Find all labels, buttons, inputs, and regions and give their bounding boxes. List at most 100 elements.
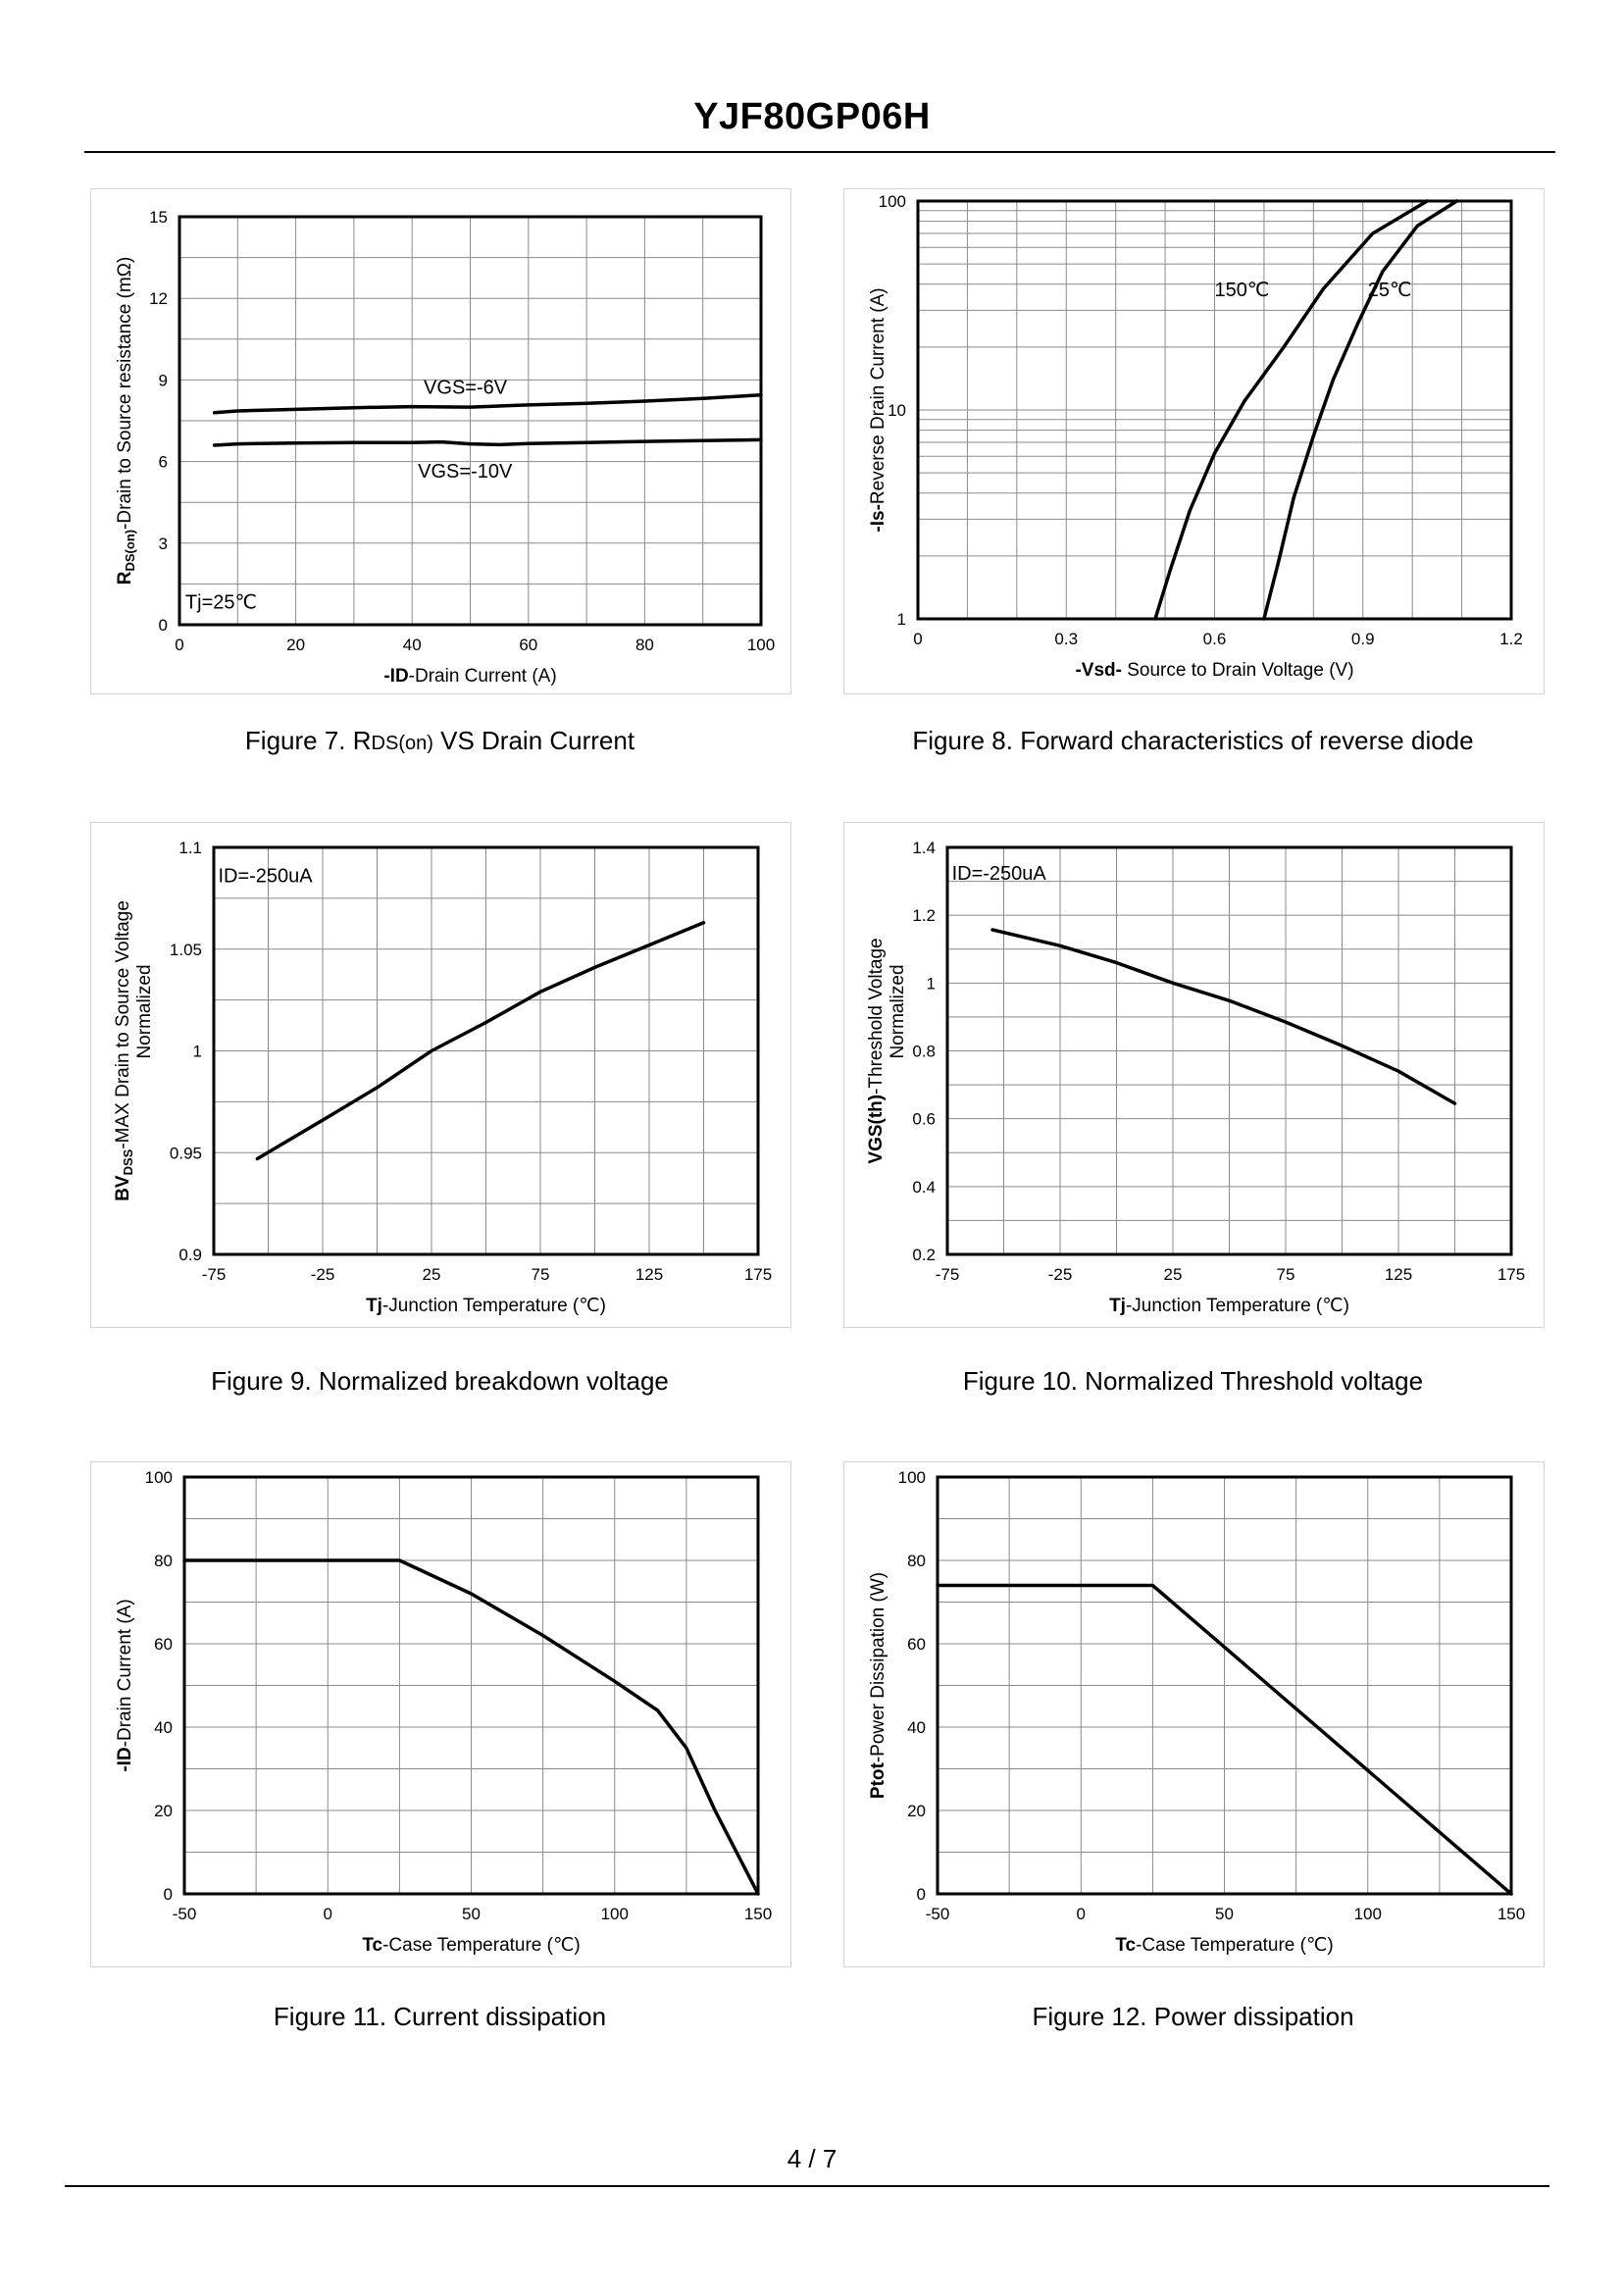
figure-9-caption: Figure 9. Normalized breakdown voltage bbox=[211, 1366, 669, 1396]
y-axis-label: Ptot-Power Dissipation (W) bbox=[868, 1572, 888, 1799]
x-tick-label: 125 bbox=[1385, 1265, 1412, 1284]
y-axis-label-sub: DS(on) bbox=[123, 530, 137, 572]
footer-rule bbox=[65, 2185, 1549, 2187]
chart-annotation: ID=-250uA bbox=[218, 865, 313, 887]
chart-annotation: VGS=-10V bbox=[418, 461, 513, 483]
x-tick-label: 60 bbox=[519, 636, 537, 654]
figure-10-panel: -75 -25 25 75 125 175 0.2 0.4 0.6 0.8 1 1.2 1.4 ID=-2… bbox=[843, 822, 1545, 1328]
y-tick-label: 0.8 bbox=[912, 1043, 936, 1061]
x-tick-label: 175 bbox=[1497, 1265, 1525, 1284]
x-tick-label: -25 bbox=[1048, 1265, 1073, 1284]
y-tick-label: 0 bbox=[164, 1885, 173, 1904]
x-tick-label: 150 bbox=[1497, 1905, 1525, 1923]
x-axis-label: -ID-Drain Current (A) bbox=[383, 666, 556, 687]
y-tick-label: 0.95 bbox=[170, 1144, 202, 1162]
y-tick-label: 60 bbox=[154, 1635, 173, 1654]
y-axis-label-bold: -ID bbox=[115, 1747, 135, 1771]
y-tick-label: 80 bbox=[154, 1552, 173, 1570]
plot-frame bbox=[178, 215, 763, 627]
x-axis-label: Tc-Case Temperature (℃) bbox=[1115, 1935, 1333, 1956]
plot-frame bbox=[945, 845, 1513, 1256]
figure-11-caption: Figure 11. Current dissipation bbox=[273, 2002, 607, 2031]
x-tick-label: 0 bbox=[324, 1905, 332, 1923]
y-axis-label-text: -Drain to Source resistance (mΩ) bbox=[115, 257, 135, 530]
y-tick-label: 100 bbox=[898, 1468, 926, 1487]
y-tick-label: 3 bbox=[159, 535, 168, 553]
series-line bbox=[1153, 199, 1430, 621]
x-tick-label: 150 bbox=[744, 1905, 772, 1923]
x-tick-label: 175 bbox=[744, 1265, 772, 1284]
x-axis-label-bold: Tc bbox=[1115, 1935, 1136, 1956]
y-axis-label-bold: Ptot bbox=[868, 1761, 888, 1799]
y-tick-label: 0.4 bbox=[912, 1178, 936, 1197]
x-tick-label: -75 bbox=[202, 1265, 227, 1284]
x-tick-label: 80 bbox=[635, 636, 654, 654]
figure-7-chart: 0 20 40 60 80 100 0 3 6 9 12 15 VGS=-6V VGS=-10V Tj=25… bbox=[115, 208, 775, 687]
x-tick-label: 0.9 bbox=[1351, 630, 1375, 648]
x-tick-label: 20 bbox=[286, 636, 305, 654]
x-axis-label-bold: -Vsd- bbox=[1075, 660, 1122, 681]
x-tick-label: -25 bbox=[311, 1265, 335, 1284]
x-tick-label: -75 bbox=[936, 1265, 960, 1284]
x-tick-label: 0 bbox=[1077, 1905, 1086, 1923]
figure-9-chart: -75 -25 25 75 125 175 0.9 0.95 1 1.05 1.1 ID=-250uA… bbox=[113, 839, 772, 1316]
x-axis-label: Tc-Case Temperature (℃) bbox=[362, 1935, 580, 1956]
figure-12-caption: Figure 12. Power dissipation bbox=[1032, 2002, 1354, 2031]
header-rule bbox=[84, 151, 1555, 153]
x-axis-label-text: Source to Drain Voltage (V) bbox=[1122, 660, 1354, 681]
y-tick-label: 1 bbox=[897, 610, 906, 629]
y-axis-label-text: -MAX Drain to Source Voltage bbox=[113, 900, 133, 1148]
figure-12-panel: -50 0 50 100 150 0 20 40 60 80 100 Tc-Case Temperat… bbox=[843, 1461, 1545, 1967]
document-title: YJF80GP06H bbox=[693, 96, 931, 137]
y-axis-label-bold: R bbox=[115, 571, 135, 585]
series-line bbox=[936, 1583, 1513, 1896]
x-tick-label: 100 bbox=[1354, 1905, 1382, 1923]
x-axis-label-bold: -ID bbox=[383, 666, 408, 687]
y-axis-label-text: -Threshold Voltage bbox=[866, 938, 887, 1095]
figure-8-chart: 0 0.3 0.6 0.9 1.2 1 10 100 150℃ 25℃ -Vsd- Source t… bbox=[868, 192, 1523, 681]
y-axis-label: RDS(on)-Drain to Source resistance (mΩ) bbox=[115, 257, 137, 586]
series-line bbox=[212, 437, 763, 447]
y-axis-label-bold: -Is- bbox=[868, 504, 888, 533]
y-axis-label: -ID-Drain Current (A) bbox=[115, 1599, 135, 1771]
x-tick-label: 100 bbox=[601, 1905, 629, 1923]
y-axis-label-text: -Drain Current (A) bbox=[115, 1599, 135, 1747]
x-tick-label: 1.2 bbox=[1499, 630, 1523, 648]
y-tick-label: 20 bbox=[154, 1802, 173, 1820]
figure-11-panel: -50 0 50 100 150 0 20 40 60 80 100 Tc-Case Temperat… bbox=[90, 1461, 791, 1967]
x-tick-label: 100 bbox=[747, 636, 775, 654]
x-tick-label: 0.3 bbox=[1054, 630, 1078, 648]
y-axis-label-text: Reverse Drain Current (A) bbox=[868, 287, 888, 504]
y-tick-label: 40 bbox=[154, 1718, 173, 1737]
x-tick-label: 0.6 bbox=[1203, 630, 1227, 648]
plot-frame bbox=[916, 199, 1513, 621]
y-axis-label: BVDSS-MAX Drain to Source Voltage bbox=[113, 900, 135, 1201]
x-axis-label-text: -Junction Temperature (℃) bbox=[382, 1296, 606, 1316]
plot-frame bbox=[212, 845, 760, 1256]
y-axis-label: -Is-Reverse Drain Current (A) bbox=[868, 287, 888, 532]
y-tick-label: 40 bbox=[907, 1718, 926, 1737]
y-tick-label: 12 bbox=[149, 289, 168, 308]
y-tick-label: 0 bbox=[159, 616, 168, 635]
x-axis-label-text: -Case Temperature (℃) bbox=[382, 1935, 581, 1956]
x-tick-label: 0 bbox=[913, 630, 922, 648]
series-line bbox=[212, 392, 763, 415]
y-tick-label: 100 bbox=[879, 192, 906, 211]
x-axis-label: -Vsd- Source to Drain Voltage (V) bbox=[1075, 660, 1353, 681]
chart-annotation: 25℃ bbox=[1368, 280, 1412, 301]
y-tick-label: 10 bbox=[888, 401, 906, 420]
y-axis-label-sub: DSS bbox=[121, 1148, 135, 1175]
y-axis-label: VGS(th)-Threshold Voltage bbox=[866, 938, 887, 1163]
chart-annotation: VGS=-6V bbox=[424, 377, 508, 398]
figure-7-caption-sub: DS(on) bbox=[371, 733, 433, 754]
x-axis-label: Tj-Junction Temperature (℃) bbox=[366, 1296, 606, 1316]
y-tick-label: 15 bbox=[149, 208, 168, 227]
y-tick-label: 20 bbox=[907, 1802, 926, 1820]
x-axis-label-text: -Drain Current (A) bbox=[409, 666, 557, 687]
x-axis-label: Tj-Junction Temperature (℃) bbox=[1109, 1296, 1349, 1316]
x-tick-label: 25 bbox=[423, 1265, 441, 1284]
y-tick-label: 1.1 bbox=[178, 839, 202, 857]
x-tick-label: -50 bbox=[173, 1905, 197, 1923]
